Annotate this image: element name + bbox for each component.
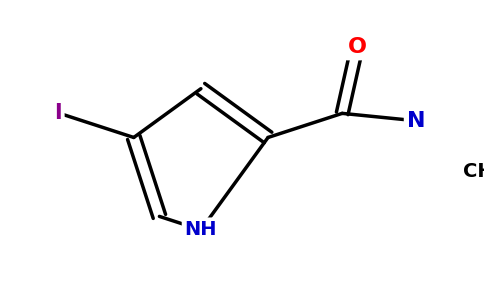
Text: N: N bbox=[407, 111, 425, 131]
Text: I: I bbox=[54, 103, 61, 123]
Text: CH: CH bbox=[463, 162, 484, 181]
Text: NH: NH bbox=[184, 220, 217, 239]
Text: O: O bbox=[348, 37, 366, 57]
